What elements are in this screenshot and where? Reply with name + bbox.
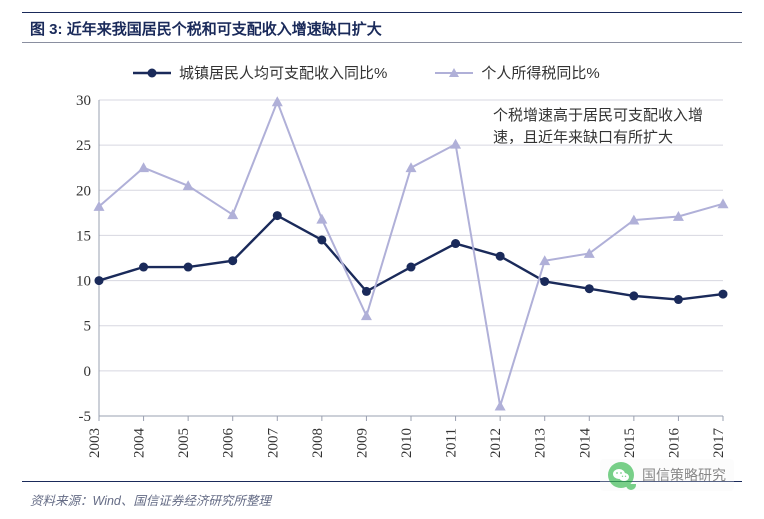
series-marker-series_a bbox=[585, 284, 594, 293]
series-line-series_b bbox=[99, 102, 723, 406]
series-marker-series_a bbox=[674, 295, 683, 304]
x-tick-label: 2012 bbox=[488, 428, 504, 458]
x-tick-label: 2013 bbox=[533, 428, 549, 458]
series-marker-series_b bbox=[495, 401, 506, 411]
wechat-icon bbox=[608, 462, 634, 488]
x-tick-label: 2004 bbox=[132, 428, 148, 459]
x-tick-label: 2006 bbox=[221, 428, 237, 459]
series-marker-series_a bbox=[496, 252, 505, 261]
x-tick-label: 2003 bbox=[87, 428, 103, 458]
series-marker-series_b bbox=[718, 198, 729, 208]
figure-number: 图 3: bbox=[30, 21, 63, 38]
x-tick-label: 2007 bbox=[265, 428, 281, 459]
series-marker-series_a bbox=[719, 290, 728, 299]
watermark-text: 国信策略研究 bbox=[642, 465, 726, 485]
chart-plot: -5 0 5 10 15 20 25 30 2003 2004 2005 2006 2007 2008 20… bbox=[63, 52, 743, 472]
series-marker-series_a bbox=[629, 291, 638, 300]
x-tick-label: 2011 bbox=[444, 428, 460, 457]
x-tick-label: 2005 bbox=[176, 428, 192, 458]
series-marker-series_b bbox=[361, 310, 372, 320]
figure-title-row: 图 3: 近年来我国居民个税和可支配收入增速缺口扩大 bbox=[30, 18, 382, 39]
series-marker-series_a bbox=[139, 263, 148, 272]
series-marker-series_b bbox=[138, 162, 149, 172]
series-marker-series_a bbox=[273, 211, 282, 220]
y-tick-label: 30 bbox=[76, 93, 91, 109]
x-tick-label: 2017 bbox=[711, 428, 727, 459]
series-marker-series_b bbox=[316, 214, 327, 224]
y-tick-label: -5 bbox=[79, 409, 92, 425]
series-marker-series_b bbox=[406, 162, 417, 172]
chart-area: 城镇居民人均可支配收入同比% 个人所得税同比% 个税增速高于居民可支配收入增速，… bbox=[63, 52, 743, 472]
series-marker-series_b bbox=[272, 96, 283, 106]
series-marker-series_a bbox=[317, 235, 326, 244]
y-tick-label: 0 bbox=[84, 364, 92, 380]
y-tick-label: 25 bbox=[76, 138, 91, 154]
x-tick-label: 2008 bbox=[310, 428, 326, 458]
series-marker-series_a bbox=[451, 239, 460, 248]
watermark: 国信策略研究 bbox=[600, 459, 734, 491]
series-marker-series_b bbox=[227, 209, 238, 219]
y-tick-label: 5 bbox=[84, 319, 92, 335]
y-tick-label: 10 bbox=[76, 274, 91, 290]
y-tick-label: 20 bbox=[76, 183, 91, 199]
figure-title: 近年来我国居民个税和可支配收入增速缺口扩大 bbox=[67, 21, 382, 38]
source-text: 资料来源：Wind、国信证券经济研究所整理 bbox=[30, 490, 271, 509]
y-tick-label: 15 bbox=[76, 228, 91, 244]
x-tick-label: 2009 bbox=[354, 428, 370, 458]
x-tick-label: 2015 bbox=[622, 428, 638, 458]
x-tick-label: 2010 bbox=[399, 428, 415, 458]
series-marker-series_a bbox=[184, 263, 193, 272]
x-tick-label: 2014 bbox=[577, 428, 593, 459]
series-marker-series_a bbox=[407, 263, 416, 272]
series-line-series_a bbox=[99, 216, 723, 300]
x-tick-label: 2016 bbox=[666, 428, 682, 459]
series-marker-series_b bbox=[450, 139, 461, 149]
title-separator bbox=[22, 42, 742, 43]
series-marker-series_a bbox=[362, 287, 371, 296]
series-marker-series_a bbox=[228, 256, 237, 265]
series-marker-series_a bbox=[540, 277, 549, 286]
series-marker-series_a bbox=[95, 276, 104, 285]
